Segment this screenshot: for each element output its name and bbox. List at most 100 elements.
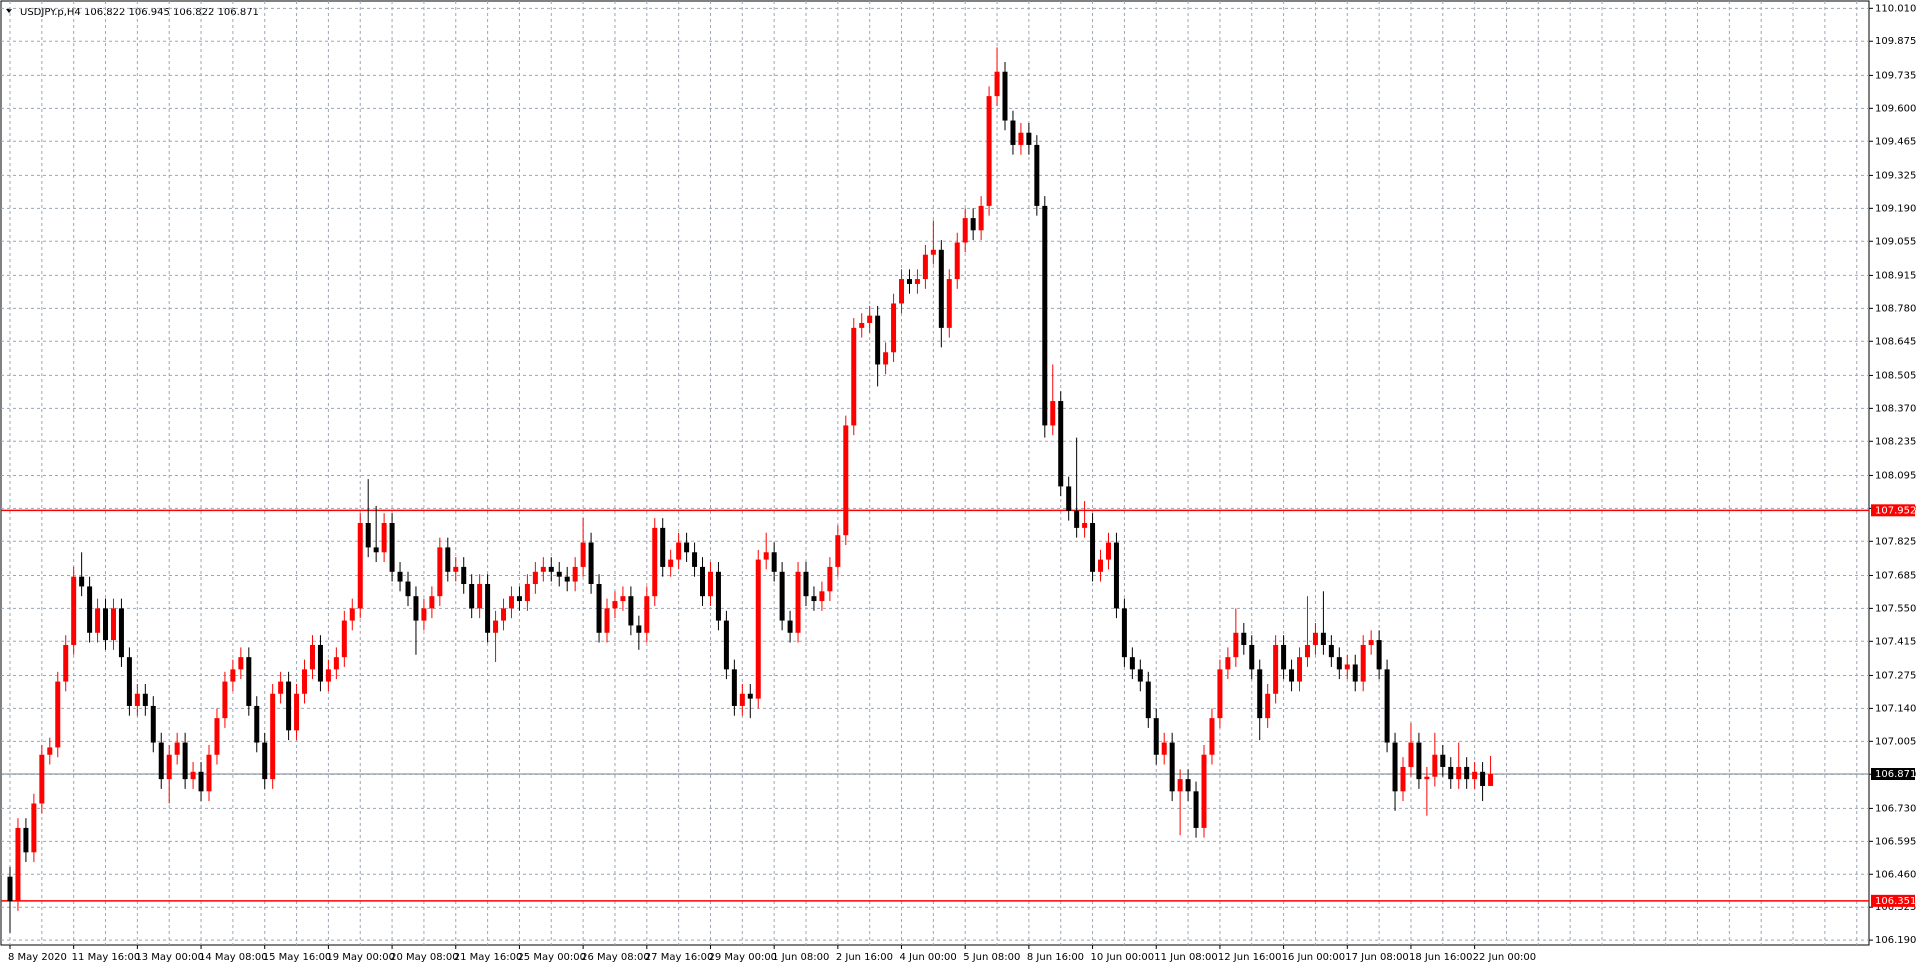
y-tick-label: 109.190 (1875, 203, 1916, 214)
candle-body (883, 352, 889, 365)
candle-body (707, 571, 713, 597)
candle-body (1408, 742, 1414, 767)
candle-body (1121, 608, 1127, 658)
candle-body (1217, 669, 1223, 719)
candle-body (1352, 664, 1358, 682)
candle-body (1281, 644, 1287, 670)
candle-body (1480, 771, 1486, 786)
candle-body (803, 571, 809, 597)
y-tick-label: 107.550 (1875, 603, 1916, 614)
x-tick-label: 10 Jun 00:00 (1091, 952, 1155, 963)
y-tick-label: 106.595 (1875, 836, 1916, 847)
candle-body (899, 279, 905, 304)
candle-body (588, 542, 594, 584)
candle-body (978, 205, 984, 231)
y-tick-label: 110.010 (1875, 3, 1916, 14)
candle-body (580, 542, 586, 567)
candle-body (1113, 542, 1119, 609)
candle-body (63, 644, 69, 682)
candle-body (421, 608, 427, 621)
candle-body (1472, 771, 1478, 780)
candle-body (262, 742, 268, 780)
candle-body (1376, 640, 1382, 670)
candle-body (1392, 742, 1398, 792)
candle-body (1297, 657, 1303, 682)
candle-body (1304, 644, 1310, 658)
candle-body (859, 322, 865, 328)
candle-body (1026, 132, 1032, 145)
x-tick-label: 15 May 16:00 (263, 952, 332, 963)
candle-body (1312, 632, 1318, 645)
candle-body (1456, 766, 1462, 780)
current-price-box (1871, 768, 1915, 781)
candle-body (676, 542, 682, 560)
y-tick-label: 108.370 (1875, 403, 1916, 414)
candle-body (1137, 669, 1143, 682)
candle-body (1440, 754, 1446, 767)
candle-body (429, 596, 435, 609)
candle-body (1193, 791, 1199, 828)
plot-frame (0, 0, 1870, 946)
candle-body (692, 552, 698, 567)
candle-body (110, 608, 116, 641)
x-tick-label: 2 Jun 16:00 (836, 952, 893, 963)
candle-body (1201, 754, 1207, 828)
x-tick-label: 18 Jun 16:00 (1409, 952, 1473, 963)
candle-body (1161, 742, 1167, 755)
y-tick-label: 109.465 (1875, 136, 1916, 147)
y-tick-label: 108.915 (1875, 270, 1916, 281)
candle-body (413, 596, 419, 621)
candle-body (946, 279, 952, 328)
candle-body (1241, 632, 1247, 645)
candle-body (1177, 779, 1183, 792)
y-tick-label: 108.505 (1875, 370, 1916, 381)
candle-body (986, 96, 992, 206)
y-tick-label: 107.415 (1875, 636, 1916, 647)
y-tick-label: 107.275 (1875, 670, 1916, 681)
x-tick-label: 29 May 00:00 (708, 952, 777, 963)
candle-body (1066, 486, 1072, 511)
x-tick-label: 14 May 08:00 (199, 952, 268, 963)
candle-body (302, 669, 308, 694)
candle-body (134, 693, 140, 706)
current-price-label: 106.871 (1875, 769, 1916, 780)
candle-body (1424, 776, 1430, 780)
candle-body (867, 315, 873, 323)
candle-body (516, 596, 522, 602)
candle-body (1257, 669, 1263, 719)
candle-body (930, 249, 936, 255)
candle-body (1336, 657, 1342, 670)
candle-body (39, 754, 45, 804)
candle-body (835, 535, 841, 567)
candle-body (103, 608, 109, 641)
x-tick-label: 12 Jun 16:00 (1218, 952, 1282, 963)
candle-body (286, 681, 292, 731)
candle-body (15, 827, 21, 902)
candle-body (739, 693, 745, 706)
candle-body (954, 242, 960, 280)
candle-body (166, 754, 172, 780)
candle-body (469, 583, 475, 609)
candle-body (254, 705, 260, 743)
candle-body (1225, 657, 1231, 670)
candle-body (524, 583, 530, 602)
candle-body (636, 625, 642, 633)
candle-body (1018, 132, 1024, 145)
level-label: 106.351 (1875, 896, 1916, 907)
candle-body (317, 644, 323, 682)
y-tick-label: 107.005 (1875, 736, 1916, 747)
candle-body (1169, 742, 1175, 792)
candle-body (389, 523, 395, 572)
candle-body (970, 218, 976, 231)
candle-body (325, 669, 331, 682)
level-label-box (1871, 504, 1915, 517)
candle-body (1209, 718, 1215, 755)
candle-body (572, 566, 578, 582)
candle-body (294, 693, 300, 731)
candle-body (373, 547, 379, 553)
x-tick-label: 13 May 00:00 (135, 952, 204, 963)
y-tick-label: 106.190 (1875, 935, 1916, 946)
candle-body (628, 596, 634, 626)
candle-body (1273, 644, 1279, 694)
